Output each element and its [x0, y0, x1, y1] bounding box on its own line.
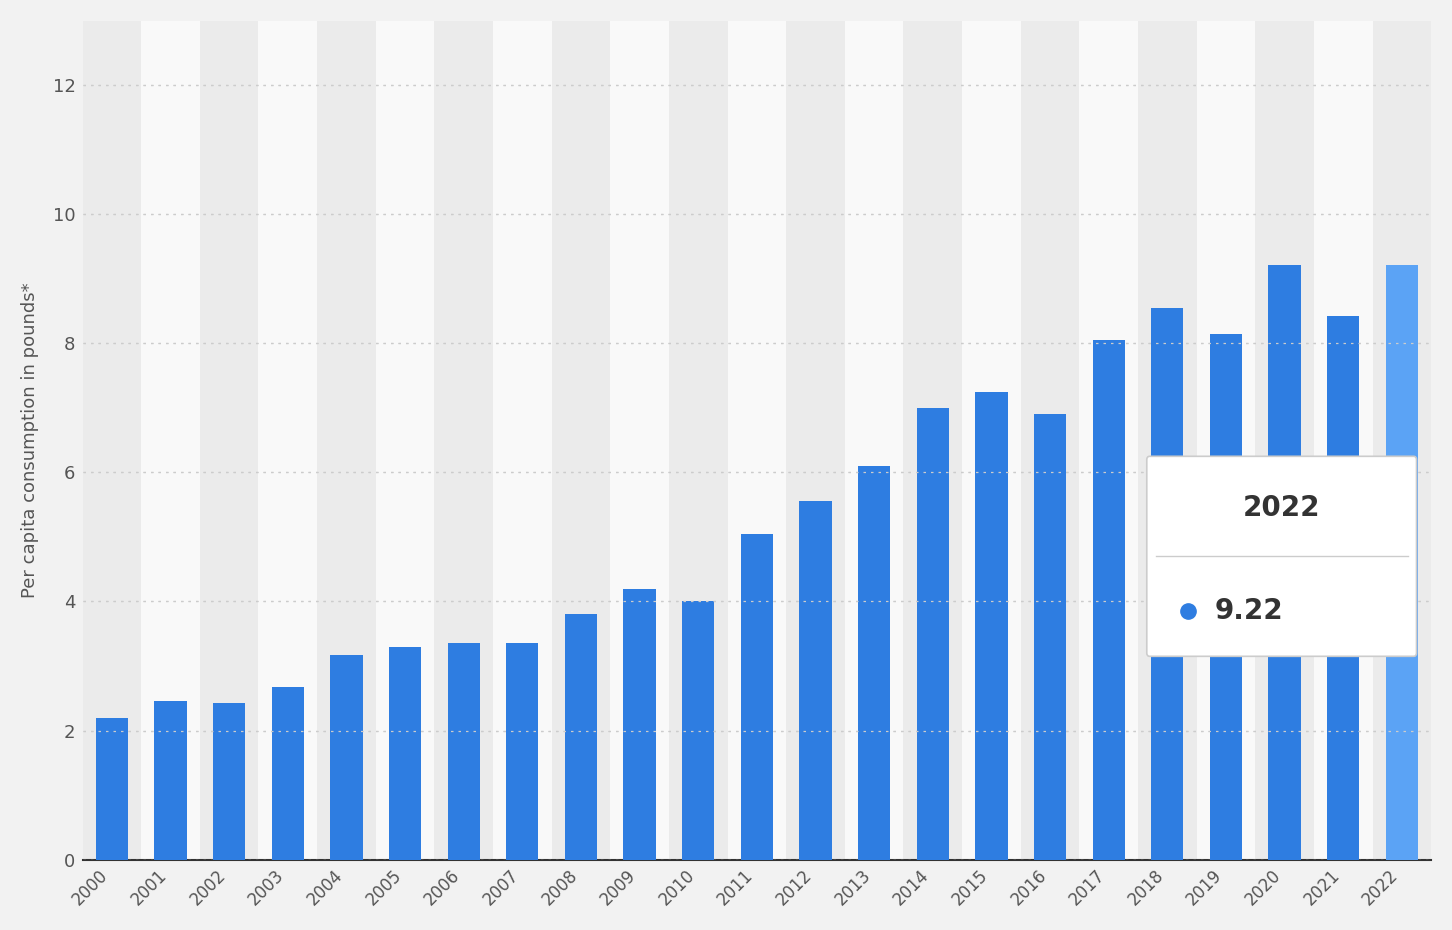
Bar [1327, 316, 1359, 859]
Bar [565, 615, 597, 859]
Bar [494, 20, 552, 859]
Bar [200, 20, 258, 859]
Bar [858, 466, 890, 859]
Bar [376, 20, 434, 859]
Bar [272, 687, 303, 859]
Bar [447, 644, 479, 859]
Bar [610, 20, 669, 859]
Bar [1079, 20, 1138, 859]
Bar [786, 20, 845, 859]
Bar [1034, 415, 1066, 859]
Bar [1385, 265, 1419, 859]
Bar [1269, 265, 1301, 859]
Bar [976, 392, 1008, 859]
Bar [741, 534, 772, 859]
Bar [727, 20, 786, 859]
Bar [1210, 334, 1241, 859]
Bar [1151, 308, 1183, 859]
Bar [507, 644, 539, 859]
Bar [258, 20, 317, 859]
Text: 2022: 2022 [1243, 494, 1320, 522]
Bar [552, 20, 610, 859]
Bar [682, 602, 714, 859]
Bar [389, 646, 421, 859]
Bar [141, 20, 200, 859]
Bar [154, 701, 187, 859]
Bar [623, 589, 656, 859]
Bar [800, 501, 832, 859]
Bar [1314, 20, 1372, 859]
Bar [434, 20, 494, 859]
Bar [213, 703, 245, 859]
Bar [1021, 20, 1079, 859]
Bar [1138, 20, 1196, 859]
Bar [903, 20, 963, 859]
Y-axis label: Per capita consumption in pounds*: Per capita consumption in pounds* [20, 283, 39, 598]
Bar [1196, 20, 1256, 859]
Bar [963, 20, 1021, 859]
Bar [83, 20, 141, 859]
Bar [845, 20, 903, 859]
FancyBboxPatch shape [1147, 457, 1417, 657]
Bar [317, 20, 376, 859]
Bar [96, 718, 128, 859]
Bar [669, 20, 727, 859]
Bar [1372, 20, 1432, 859]
Text: 9.22: 9.22 [1214, 596, 1282, 625]
Bar [1092, 340, 1125, 859]
Bar [330, 655, 363, 859]
Bar [1256, 20, 1314, 859]
Bar [916, 408, 950, 859]
